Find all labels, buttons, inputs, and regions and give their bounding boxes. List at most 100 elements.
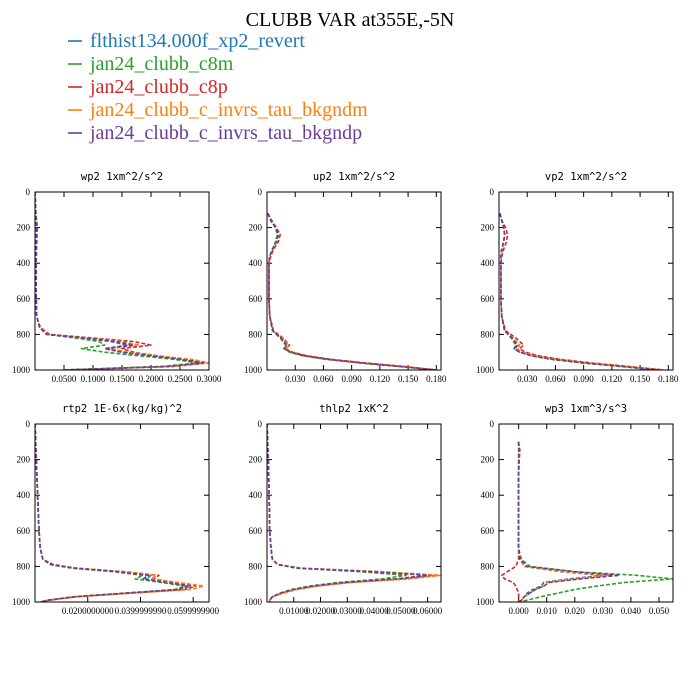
series-line [517, 441, 621, 602]
x-tick-label: 0.030 [593, 606, 614, 616]
panel: wp3 1xm^3/s^3 0 200 400 600 800 1000 0.000 0.010… [476, 403, 674, 616]
panel-title: wp2 1xm^2/s^2 [81, 171, 163, 183]
x-tick-label: 0.2000 [139, 374, 164, 384]
panel-title: wp3 1xm^3/s^3 [545, 403, 627, 415]
y-tick-label: 200 [249, 223, 263, 233]
figure-title: CLUBB VAR at355E,-5N [246, 9, 455, 31]
series-line [35, 424, 187, 602]
y-tick-label: 400 [17, 258, 31, 268]
series-line [517, 441, 673, 602]
legend-label: jan24_clubb_c_invrs_tau_bkgndm [89, 99, 368, 121]
x-tick-label: 0.0599999900 [167, 606, 219, 616]
series-line [267, 424, 429, 602]
y-tick-label: 200 [481, 223, 495, 233]
x-tick-label: 0.040 [621, 606, 642, 616]
x-tick-label: 0.030 [285, 374, 306, 384]
x-tick-label: 0.020 [565, 606, 586, 616]
x-tick-label: 0.05000 [386, 606, 416, 616]
y-tick-label: 800 [17, 329, 31, 339]
x-tick-label: 0.2500 [168, 374, 193, 384]
y-tick-label: 400 [17, 490, 31, 500]
y-tick-label: 800 [481, 329, 495, 339]
y-tick-label: 0 [258, 187, 263, 197]
x-tick-label: 0.000 [509, 606, 530, 616]
x-tick-label: 0.01000 [279, 606, 309, 616]
y-tick-label: 600 [481, 294, 495, 304]
x-tick-label: 0.060 [545, 374, 566, 384]
y-tick-label: 600 [17, 294, 31, 304]
x-tick-label: 0.150 [398, 374, 419, 384]
panel-title: up2 1xm^2/s^2 [313, 171, 395, 183]
x-tick-label: 0.04000 [359, 606, 389, 616]
y-tick-label: 0 [258, 419, 263, 429]
series-line [267, 424, 441, 602]
panel: vp2 1xm^2/s^2 0 200 400 600 800 1000 0.030 0.060… [476, 171, 679, 384]
y-tick-label: 1000 [12, 365, 31, 375]
plot-frame [498, 423, 674, 603]
x-tick-label: 0.1500 [110, 374, 135, 384]
x-tick-label: 0.0399999990 [115, 606, 167, 616]
x-tick-label: 0.3000 [197, 374, 222, 384]
y-tick-label: 200 [249, 455, 263, 465]
legend: flthist134.000f_xp2_revertjan24_clubb_c8… [68, 30, 368, 144]
plot-frame [34, 423, 210, 603]
y-tick-label: 1000 [244, 365, 263, 375]
panel-title: thlp2 1xK^2 [319, 403, 389, 415]
y-tick-label: 0 [490, 187, 495, 197]
plot-frame [34, 191, 210, 371]
series-line [499, 213, 659, 370]
plot-frame [498, 191, 674, 371]
x-tick-label: 0.03000 [333, 606, 363, 616]
y-tick-label: 0 [26, 419, 31, 429]
x-tick-label: 0.090 [342, 374, 363, 384]
x-tick-label: 0.010 [537, 606, 558, 616]
y-tick-label: 800 [249, 329, 263, 339]
y-tick-label: 400 [249, 490, 263, 500]
series-line [35, 192, 209, 370]
series-line [35, 424, 189, 602]
x-tick-label: 0.0200000000 [62, 606, 114, 616]
series-line [267, 424, 434, 602]
y-tick-label: 0 [26, 187, 31, 197]
x-tick-label: 0.120 [370, 374, 391, 384]
series-line [35, 424, 192, 602]
x-tick-label: 0.120 [602, 374, 623, 384]
y-tick-label: 400 [481, 258, 495, 268]
x-tick-label: 0.180 [658, 374, 679, 384]
series-line [267, 424, 440, 602]
plot-frame [266, 191, 442, 371]
y-tick-label: 800 [481, 561, 495, 571]
x-tick-label: 0.06000 [413, 606, 443, 616]
series-line [267, 213, 437, 370]
x-tick-label: 0.060 [313, 374, 334, 384]
series-line [35, 424, 197, 602]
series-line [35, 192, 209, 370]
series-line [517, 441, 610, 602]
legend-label: flthist134.000f_xp2_revert [90, 30, 305, 52]
x-tick-label: 0.0500 [52, 374, 77, 384]
x-tick-label: 0.150 [630, 374, 651, 384]
y-tick-label: 1000 [476, 365, 495, 375]
y-tick-label: 800 [17, 561, 31, 571]
panel: rtp2 1E-6x(kg/kg)^2 0 200 400 600 800 1000 0.02… [12, 403, 220, 616]
y-tick-label: 600 [249, 526, 263, 536]
plot-frame [266, 423, 442, 603]
panel-title: vp2 1xm^2/s^2 [545, 171, 627, 183]
series-line [500, 441, 520, 602]
y-tick-label: 1000 [12, 597, 31, 607]
y-tick-label: 200 [17, 455, 31, 465]
y-tick-label: 200 [17, 223, 31, 233]
panel: up2 1xm^2/s^2 0 200 400 600 800 1000 0.030 0.060… [244, 171, 447, 384]
panel-title: rtp2 1E-6x(kg/kg)^2 [62, 403, 182, 415]
x-tick-label: 0.050 [649, 606, 670, 616]
x-tick-label: 0.180 [426, 374, 447, 384]
panel: wp2 1xm^2/s^2 0 200 400 600 800 1000 0.0500 0.10… [12, 171, 222, 384]
y-tick-label: 600 [481, 526, 495, 536]
y-tick-label: 0 [490, 419, 495, 429]
x-tick-label: 0.090 [574, 374, 595, 384]
x-tick-label: 0.02000 [306, 606, 336, 616]
y-tick-label: 1000 [476, 597, 495, 607]
series-line [35, 192, 204, 370]
